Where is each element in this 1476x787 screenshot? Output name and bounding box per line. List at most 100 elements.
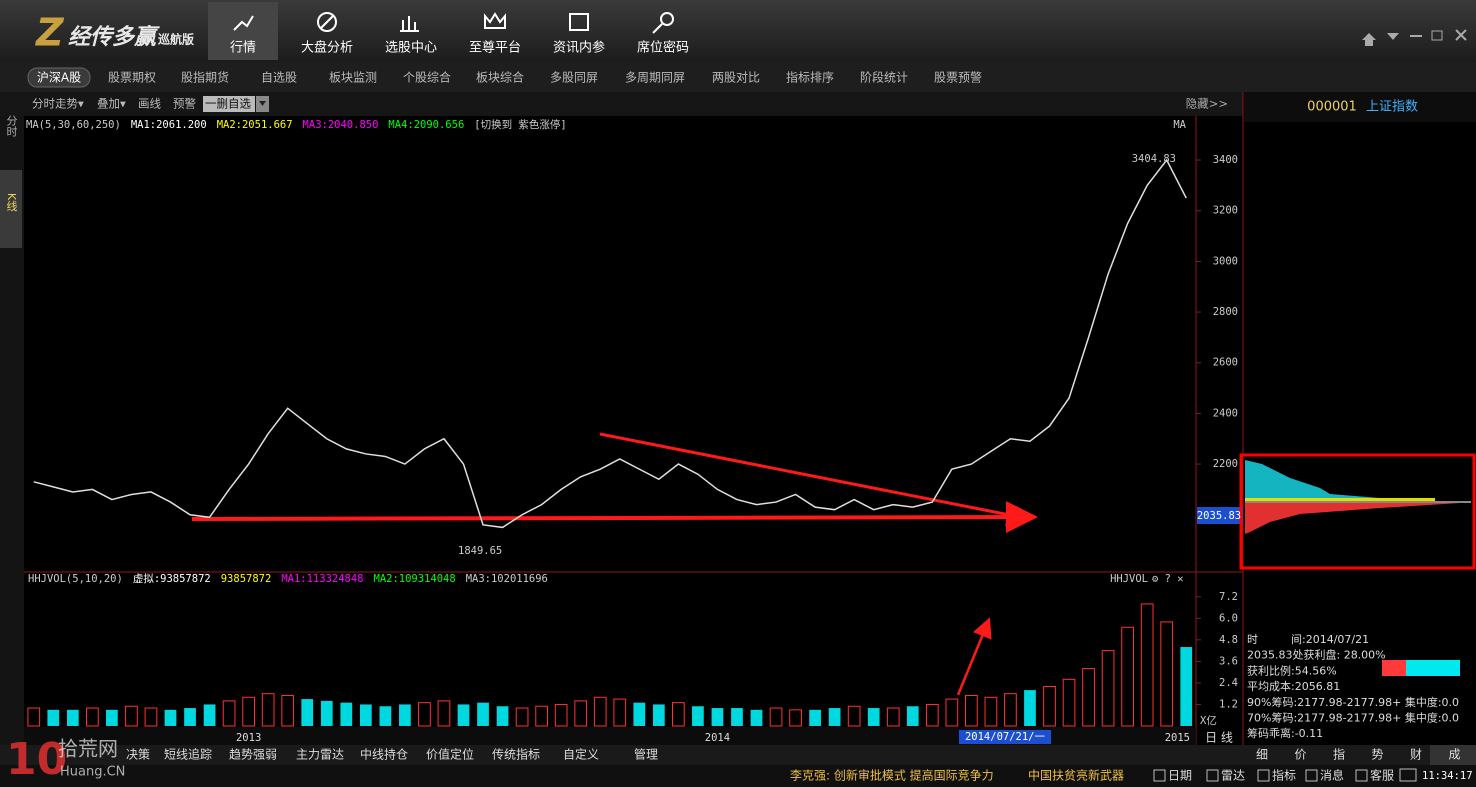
tab[interactable]: 多股同屏	[550, 71, 598, 85]
volume-bar	[184, 708, 196, 726]
volume-bar	[1160, 621, 1174, 727]
volume-bar	[106, 709, 118, 726]
status-button[interactable]: 消息	[1320, 768, 1344, 783]
volume-bar	[554, 703, 568, 727]
bottom-tab[interactable]: 主力雷达	[296, 748, 344, 762]
current-price: 2035.83	[1197, 510, 1241, 522]
annotation-arrow	[599, 432, 1031, 527]
bottom-tab[interactable]: 管理	[634, 747, 658, 762]
toolbar-selected	[203, 96, 255, 112]
volume-bar	[633, 702, 646, 726]
y-tick-label: 4.8	[1219, 634, 1238, 646]
status-icon	[1355, 769, 1368, 782]
chip-info: 时 间:2014/07/21	[1247, 633, 1369, 646]
status-button[interactable]: 客服	[1370, 768, 1394, 783]
window-controls[interactable]	[1362, 29, 1467, 46]
y-tick-label: 2400	[1213, 407, 1238, 419]
volume-bar	[809, 709, 821, 726]
tab[interactable]: 个股综合	[403, 70, 451, 85]
tab[interactable]: 阶段统计	[860, 70, 908, 85]
volume-bar	[359, 704, 372, 726]
legend-item: MA2:2051.667	[217, 119, 293, 131]
watermark: 拾荒网	[58, 737, 118, 761]
nav-item[interactable]: 选股中心	[385, 41, 437, 56]
volume-bar	[731, 708, 743, 726]
annotation-arrow	[191, 501, 1038, 534]
tab[interactable]: 两股对比	[712, 71, 760, 85]
right-tab[interactable]: 势	[1371, 748, 1383, 762]
status-button[interactable]: 雷达	[1221, 769, 1245, 783]
tab[interactable]: 股票预警	[934, 70, 982, 85]
axis-unit: X亿	[1200, 714, 1217, 727]
right-tab[interactable]: 价	[1294, 748, 1306, 762]
toolbar-item[interactable]: 叠加▾	[97, 97, 126, 111]
tab[interactable]: 多周期同屏	[625, 71, 685, 85]
nav-item[interactable]: 席位密码	[637, 40, 689, 56]
nav-selected	[208, 2, 278, 60]
legend-item: [切换到 紫色涨停]	[474, 118, 566, 131]
price-line	[33, 158, 1187, 529]
tab[interactable]: 板块综合	[476, 70, 524, 85]
volume-bar	[789, 709, 802, 727]
right-tab[interactable]: 指	[1333, 747, 1345, 762]
side-tab[interactable]: 分时	[5, 115, 18, 137]
toolbar-item[interactable]: 一删自选	[205, 97, 251, 111]
tab[interactable]: 沪深A股	[37, 71, 81, 85]
status-button[interactable]: 日期	[1168, 769, 1192, 783]
status-icon	[1305, 769, 1318, 782]
news[interactable]: 中国扶贫亮新武器	[1028, 768, 1124, 783]
high-label: 3404.83	[1132, 153, 1176, 165]
volume-bar	[1062, 678, 1076, 727]
nav-item[interactable]: 资讯内参	[553, 40, 605, 56]
volume-bar	[457, 704, 470, 726]
watermark: Huang.CN	[60, 765, 125, 780]
nav-item[interactable]: 大盘分析	[301, 40, 353, 56]
period[interactable]: 日 线	[1205, 731, 1233, 745]
legend-item: MA3:2040.850	[303, 119, 379, 131]
volume-bar	[945, 698, 959, 727]
right-tab[interactable]: 细	[1256, 748, 1268, 762]
nav-item[interactable]: 行情	[230, 41, 256, 56]
tab[interactable]: 股票期权	[108, 71, 156, 85]
bottom-tab[interactable]: 决策	[126, 748, 150, 762]
x-tick-label: 2014	[705, 732, 730, 744]
volume-bar	[66, 709, 79, 726]
legend-item: 93857872	[221, 573, 272, 585]
right-tab[interactable]: 成	[1448, 748, 1460, 762]
volume-bar	[477, 702, 489, 726]
news[interactable]: 李克强: 创新审批模式 提高国际竞争力	[790, 768, 994, 783]
side-tab[interactable]: K线	[5, 193, 18, 211]
bottom-tab[interactable]: 传统指标	[492, 747, 540, 762]
bottom-tab[interactable]: 趋势强弱	[229, 748, 277, 762]
tab[interactable]: 板块监测	[329, 71, 377, 85]
toolbar-item[interactable]: 预警	[173, 97, 196, 111]
bottom-tab[interactable]: 价值定位	[426, 747, 474, 762]
tab[interactable]: 指标排序	[786, 70, 834, 85]
status-button[interactable]: 指标	[1272, 768, 1296, 783]
toolbar-item[interactable]: 分时走势▾	[32, 97, 84, 111]
settings-icons[interactable]: ⚙ ? ✕	[1151, 573, 1184, 585]
volume-bar	[437, 700, 451, 727]
volume-bar	[1101, 650, 1115, 727]
tab[interactable]: 股指期货	[181, 70, 229, 85]
legend-item: 虚拟:93857872	[133, 572, 211, 585]
right-tab[interactable]: 财	[1410, 748, 1422, 762]
bottom-tab[interactable]: 中线持仓	[360, 747, 408, 762]
bottom-tab[interactable]: 短线追踪	[164, 747, 212, 762]
volume-bar	[574, 700, 588, 727]
x-tick-label: 2015	[1165, 732, 1190, 744]
tab[interactable]: 自选股	[261, 71, 297, 85]
volume-bar	[613, 698, 627, 727]
volume-bar	[27, 707, 41, 727]
legend-tag: MA	[1173, 119, 1186, 131]
bottom-tab[interactable]: 自定义	[563, 747, 599, 762]
toolbar-item[interactable]: 画线	[138, 97, 161, 111]
legend-tag: HHJVOL	[1110, 573, 1148, 585]
volume-bar	[203, 704, 216, 726]
volume-bar	[867, 708, 880, 726]
volume-bar	[652, 704, 665, 726]
volume-bar	[965, 694, 978, 727]
side-selected	[0, 170, 22, 248]
nav-item[interactable]: 至尊平台	[469, 40, 521, 56]
hide-button[interactable]: 隐藏>>	[1186, 97, 1228, 111]
